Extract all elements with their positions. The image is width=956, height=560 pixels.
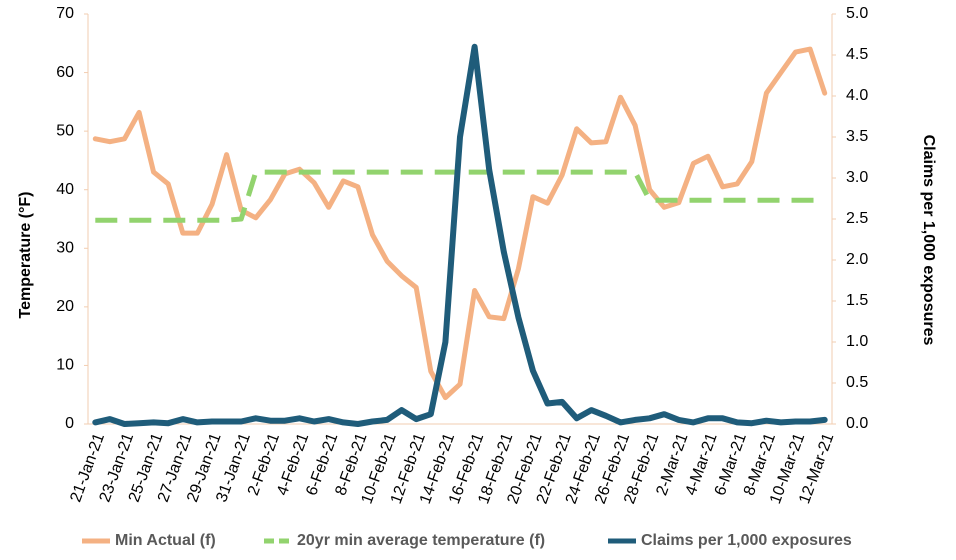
series-line <box>95 169 825 223</box>
y2-tick-label: 0.5 <box>846 374 868 391</box>
y2-tick-label: 1.0 <box>846 333 868 350</box>
legend-label: Claims per 1,000 exposures <box>641 532 852 549</box>
y-tick-label: 60 <box>56 64 74 81</box>
y2-tick-label: 1.5 <box>846 292 868 309</box>
legend-label: Min Actual (f) <box>115 532 216 549</box>
y2-tick-label: 4.0 <box>846 87 868 104</box>
y-tick-label: 40 <box>56 181 74 198</box>
y2-tick-label: 2.0 <box>846 251 868 268</box>
y2-tick-label: 3.0 <box>846 169 868 186</box>
y-tick-label: 0 <box>65 415 74 432</box>
y-tick-label: 20 <box>56 298 74 315</box>
y2-tick-label: 5.0 <box>846 5 868 22</box>
y-tick-label: 10 <box>56 357 74 374</box>
y2-tick-label: 3.5 <box>846 128 868 145</box>
y2-axis-title: Claims per 1,000 exposures <box>920 135 937 346</box>
y2-tick-label: 2.5 <box>846 210 868 227</box>
y-tick-label: 50 <box>56 122 74 139</box>
y2-tick-label: 4.5 <box>846 46 868 63</box>
legend-label: 20yr min average temperature (f) <box>297 532 545 549</box>
series-line <box>92 43 828 427</box>
y-tick-label: 30 <box>56 240 74 257</box>
y-axis-title: Temperature (°F) <box>17 191 34 318</box>
y-tick-label: 70 <box>56 5 74 22</box>
y2-tick-label: 0.0 <box>846 415 868 432</box>
series-line <box>92 46 828 401</box>
